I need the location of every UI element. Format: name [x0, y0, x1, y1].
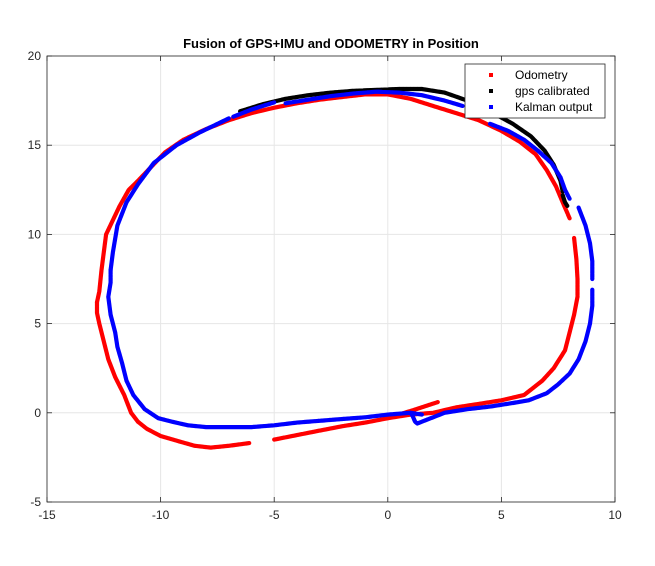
- series-segment: [408, 287, 595, 426]
- series-gps-calibrated: [238, 86, 570, 208]
- legend-entry-kalman-output: Kalman output: [489, 100, 593, 114]
- y-tick-label: -5: [30, 495, 41, 509]
- legend-box: [464, 63, 606, 119]
- series-segment: [108, 116, 231, 273]
- series-segment: [231, 100, 277, 119]
- series-segment: [106, 268, 424, 430]
- series-kalman-output: [106, 89, 595, 430]
- legend-label-gps-calibrated: gps calibrated: [515, 84, 590, 98]
- y-tick-label: 20: [28, 49, 42, 63]
- legend-label-odometry: Odometry: [515, 68, 568, 82]
- x-tick-label: 10: [608, 508, 622, 522]
- y-tick-label: 10: [28, 227, 42, 241]
- series-segment: [385, 235, 580, 421]
- y-tick-label: 5: [34, 317, 41, 331]
- plot-area: [47, 56, 615, 502]
- x-tick-label: -5: [269, 508, 280, 522]
- y-tick-label: 15: [28, 138, 42, 152]
- tick-layer: -15 -10 -5 0 5 10 -5 0 5 10 15 20: [28, 49, 622, 522]
- legend-marker-gps-calibrated: [489, 89, 493, 93]
- plot-border: [46, 55, 616, 503]
- series-segment: [94, 92, 572, 305]
- legend-marker-kalman-output: [489, 105, 493, 109]
- chart-title: Fusion of GPS+IMU and ODOMETRY in Positi…: [183, 36, 479, 51]
- y-tick-label: 0: [34, 406, 41, 420]
- x-tick-label: 0: [384, 508, 391, 522]
- series-segment: [238, 86, 565, 194]
- series-segment: [272, 416, 390, 442]
- legend-label-kalman-output: Kalman output: [515, 100, 593, 114]
- series-segment: [560, 193, 570, 208]
- series-segment: [576, 205, 595, 282]
- x-tick-label: -10: [152, 508, 170, 522]
- series-segment: [94, 300, 252, 450]
- legend-marker-odometry: [489, 73, 493, 77]
- x-tick-label: -15: [38, 508, 56, 522]
- grid-layer: [46, 55, 616, 503]
- x-tick-label: 5: [498, 508, 505, 522]
- data-layer: [94, 86, 595, 450]
- legend-entry-gps-calibrated: gps calibrated: [489, 84, 590, 98]
- series-segment: [283, 89, 465, 109]
- series-segment: [487, 121, 572, 201]
- legend-entry-odometry: Odometry: [489, 68, 568, 82]
- legend: Odometry gps calibrated Kalman output: [464, 63, 606, 119]
